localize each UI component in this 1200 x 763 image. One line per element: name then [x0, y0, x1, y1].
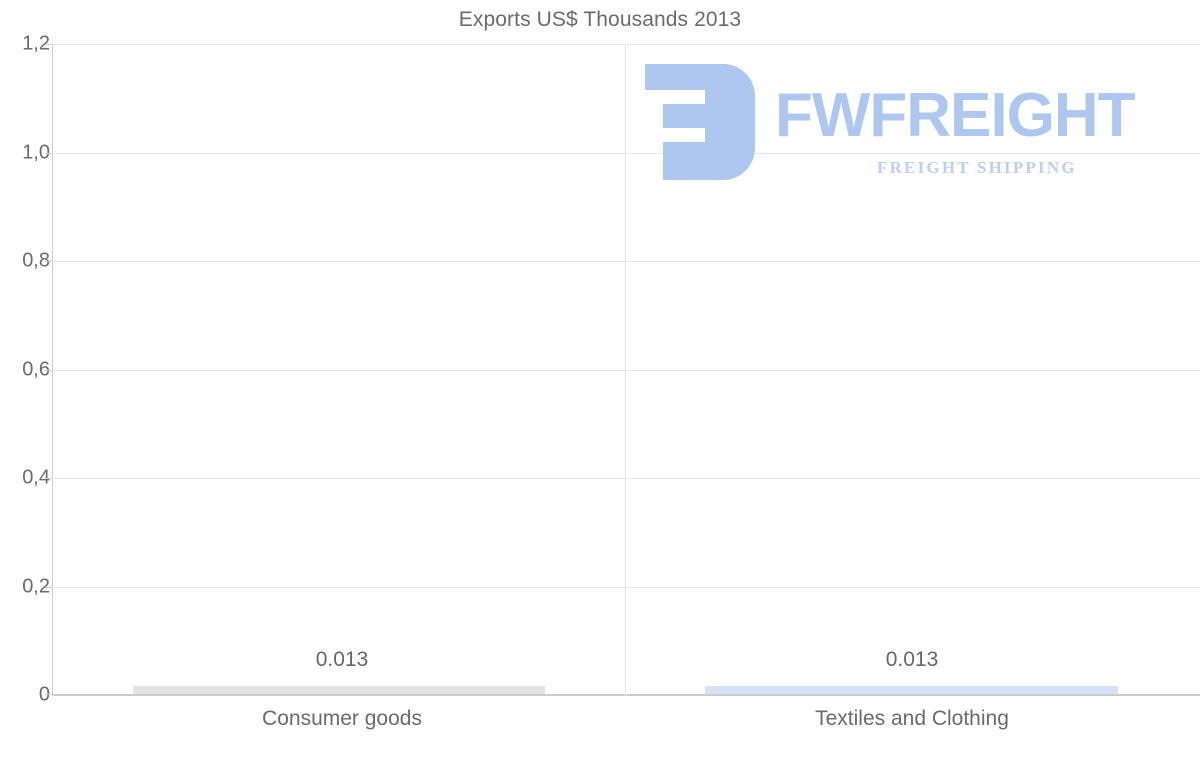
y-axis-tick-label: 0,4 [22, 466, 50, 489]
bar-value-label: 0.013 [885, 648, 939, 671]
y-axis-tick-label: 0,2 [22, 575, 50, 598]
y-axis-tick-label: 0,8 [22, 249, 50, 272]
gridline [45, 587, 1200, 588]
gridline [45, 370, 1200, 371]
bar-consumer-goods[interactable] [133, 686, 545, 695]
bar-value-label: 0.013 [315, 648, 369, 671]
gridline [45, 261, 1200, 262]
gridline [45, 153, 1200, 154]
plot-area [45, 44, 1200, 696]
category-divider-gridline [625, 44, 626, 696]
chart-title: Exports US$ Thousands 2013 [458, 8, 742, 31]
x-axis-category-label: Consumer goods [262, 707, 422, 730]
bar-textiles-and-clothing[interactable] [705, 686, 1118, 695]
x-axis-baseline [45, 694, 1200, 696]
y-axis-tick-label: 0 [0, 684, 50, 707]
gridline [45, 44, 1200, 45]
gridline [45, 478, 1200, 479]
y-axis-tick-label: 1,0 [22, 141, 50, 164]
y-axis-tick-label: 0,6 [22, 358, 50, 381]
x-axis-category-label: Textiles and Clothing [815, 707, 1009, 730]
y-axis-tick-label: 1,2 [22, 32, 50, 55]
